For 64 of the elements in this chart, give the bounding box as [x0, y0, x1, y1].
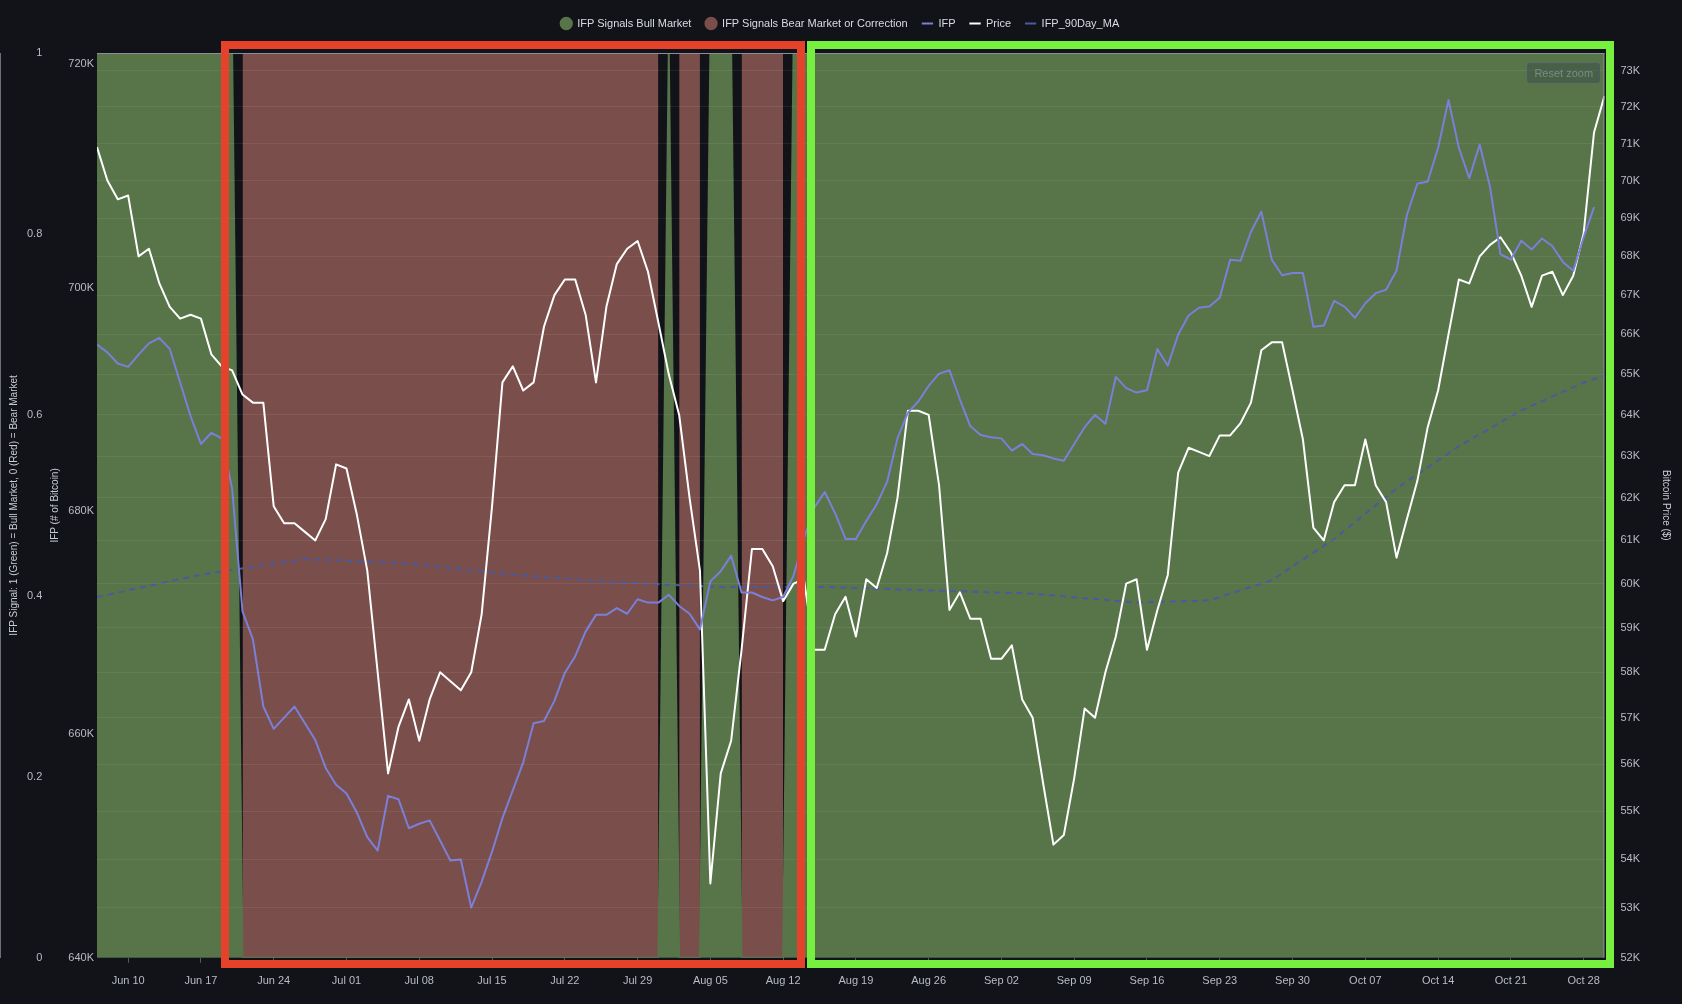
y-tick-label: 53K	[1620, 901, 1641, 914]
x-tick-label: Aug 19	[838, 974, 874, 987]
x-tick-label: Sep 16	[1129, 974, 1165, 987]
legend-label: IFP	[938, 16, 956, 29]
y3-tick-label: 1	[36, 46, 43, 59]
x-tick-label: Oct 21	[1494, 974, 1528, 987]
x-tick-label: Jul 22	[550, 974, 580, 987]
legend-label: IFP_90Day_MA	[1041, 16, 1120, 29]
y-tick-label: 61K	[1620, 533, 1641, 546]
legend-label: Price	[986, 16, 1012, 29]
y3-tick-label: 0.4	[26, 588, 43, 601]
y-tick-label: 56K	[1620, 757, 1641, 770]
x-tick-label: Jul 08	[404, 974, 434, 987]
y2-tick-label: 680K	[68, 504, 95, 517]
x-tick-label: Sep 23	[1202, 974, 1238, 987]
y-axis-title: Bitcoin Price ($)	[1661, 470, 1673, 541]
y-tick-label: 58K	[1620, 665, 1641, 678]
y3-axis-title: IFP Signal: 1 (Green) = Bull Market, 0 (Red) = Bear Market	[7, 374, 19, 636]
x-tick-label: Oct 28	[1567, 974, 1600, 987]
y3-tick-label: 0	[36, 950, 43, 963]
y2-tick-label: 720K	[68, 57, 95, 70]
line-series	[96, 374, 1605, 604]
y-tick-label: 52K	[1620, 950, 1641, 963]
y-tick-label: 68K	[1620, 249, 1641, 262]
y-tick-label: 63K	[1620, 449, 1641, 462]
y2-tick-label: 660K	[68, 727, 95, 740]
x-tick-label: Jun 17	[184, 974, 218, 987]
y-tick-label: 55K	[1620, 804, 1641, 817]
y-tick-label: 60K	[1620, 576, 1641, 589]
y-tick-label: 59K	[1620, 620, 1641, 633]
x-tick-label: Sep 09	[1056, 974, 1092, 987]
y2-tick-label: 640K	[68, 950, 95, 963]
y-tick-label: 54K	[1620, 852, 1641, 865]
y-tick-label: 73K	[1620, 63, 1641, 76]
y-tick-label: 67K	[1620, 288, 1641, 301]
y-tick-label: 57K	[1620, 710, 1641, 723]
x-tick-label: Aug 05	[692, 974, 728, 987]
reset-zoom-button: Reset zoom	[1527, 63, 1601, 83]
y2-axis-title: IFP (# of Bitcoin)	[49, 468, 61, 543]
y-tick-label: 64K	[1620, 407, 1641, 420]
x-tick-label: Aug 12	[765, 974, 801, 987]
y2-tick-label: 700K	[68, 280, 95, 293]
legend-label: IFP Signals Bull Market	[577, 16, 692, 29]
x-tick-label: Jul 01	[331, 974, 362, 987]
y-tick-label: 72K	[1620, 99, 1641, 112]
y-tick-label: 69K	[1620, 211, 1641, 224]
y-tick-label: 66K	[1620, 327, 1641, 340]
y-tick-label: 70K	[1620, 173, 1641, 186]
y3-tick-label: 0.6	[26, 407, 43, 420]
y3-tick-label: 0.8	[26, 226, 43, 239]
legend-label: IFP Signals Bear Market or Correction	[722, 16, 908, 29]
x-tick-label: Aug 26	[911, 974, 947, 987]
x-tick-label: Oct 14	[1421, 974, 1455, 987]
x-tick-label: Jul 29	[622, 974, 653, 987]
x-tick-label: Jun 24	[257, 974, 291, 987]
x-tick-label: Jun 10	[111, 974, 145, 987]
y-tick-label: 71K	[1620, 136, 1641, 149]
y-tick-label: 62K	[1620, 490, 1641, 503]
x-tick-label: Sep 02	[984, 974, 1019, 987]
x-tick-label: Sep 30	[1275, 974, 1310, 987]
y-tick-label: 65K	[1620, 367, 1641, 380]
x-tick-label: Jul 15	[477, 974, 507, 987]
x-tick-label: Oct 07	[1349, 974, 1382, 987]
y3-tick-label: 0.2	[26, 769, 43, 782]
